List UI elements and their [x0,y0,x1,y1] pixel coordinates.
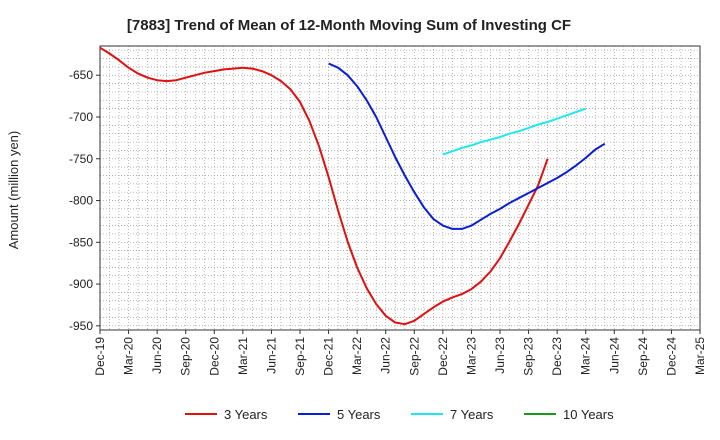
y-tick-label: -650 [69,68,93,82]
y-tick-label: -700 [69,110,93,124]
y-axis-label: Amount (million yen) [6,131,21,250]
legend-label-5-years: 5 Years [337,407,381,422]
x-tick-label: Dec-23 [550,337,564,376]
y-tick-label: -900 [69,277,93,291]
y-tick-label: -800 [69,194,93,208]
x-tick-label: Mar-22 [350,337,364,375]
x-tick-label: Sep-24 [636,337,650,376]
legend-label-3-years: 3 Years [224,407,268,422]
y-tick-label: -850 [69,235,93,249]
x-tick-label: Sep-21 [293,337,307,376]
y-axis: -650 -700 -750 -800 -850 -900 -950 [69,68,100,333]
x-tick-label: Jun-24 [607,337,621,374]
plot-area [99,45,701,331]
chart-title: [7883] Trend of Mean of 12-Month Moving … [127,17,571,34]
x-tick-label: Sep-22 [407,337,421,376]
series-line-3-years [99,46,549,326]
x-tick-label: Jun-22 [379,337,393,374]
series-line-7-years [442,107,587,156]
y-tick-label: -950 [69,319,93,333]
x-tick-label: Mar-20 [122,337,136,375]
x-tick-label: Dec-22 [436,337,450,376]
x-tick-label: Jun-23 [493,337,507,374]
legend-label-7-years: 7 Years [450,407,494,422]
x-axis: Dec-19 Mar-20 Jun-20 Sep-20 Dec-20 Mar-21 Jun-… [93,330,707,376]
x-tick-label: Mar-21 [236,337,250,375]
legend: 3 Years 5 Years 7 Years 10 Years [185,407,614,422]
series-group [99,46,606,326]
x-tick-label: Mar-23 [464,337,478,375]
grid [100,46,700,330]
legend-label-10-years: 10 Years [563,407,614,422]
x-tick-label: Dec-24 [664,337,678,376]
x-tick-label: Dec-19 [93,337,107,376]
x-tick-label: Dec-20 [207,337,221,376]
x-tick-label: Jun-21 [264,337,278,374]
y-tick-label: -750 [69,152,93,166]
x-tick-label: Mar-25 [693,337,707,375]
x-tick-label: Mar-24 [579,337,593,375]
x-tick-label: Sep-20 [179,337,193,376]
x-tick-label: Sep-23 [522,337,536,376]
x-tick-label: Jun-20 [150,337,164,374]
series-line-5-years [328,62,606,230]
x-tick-label: Dec-21 [322,337,336,376]
